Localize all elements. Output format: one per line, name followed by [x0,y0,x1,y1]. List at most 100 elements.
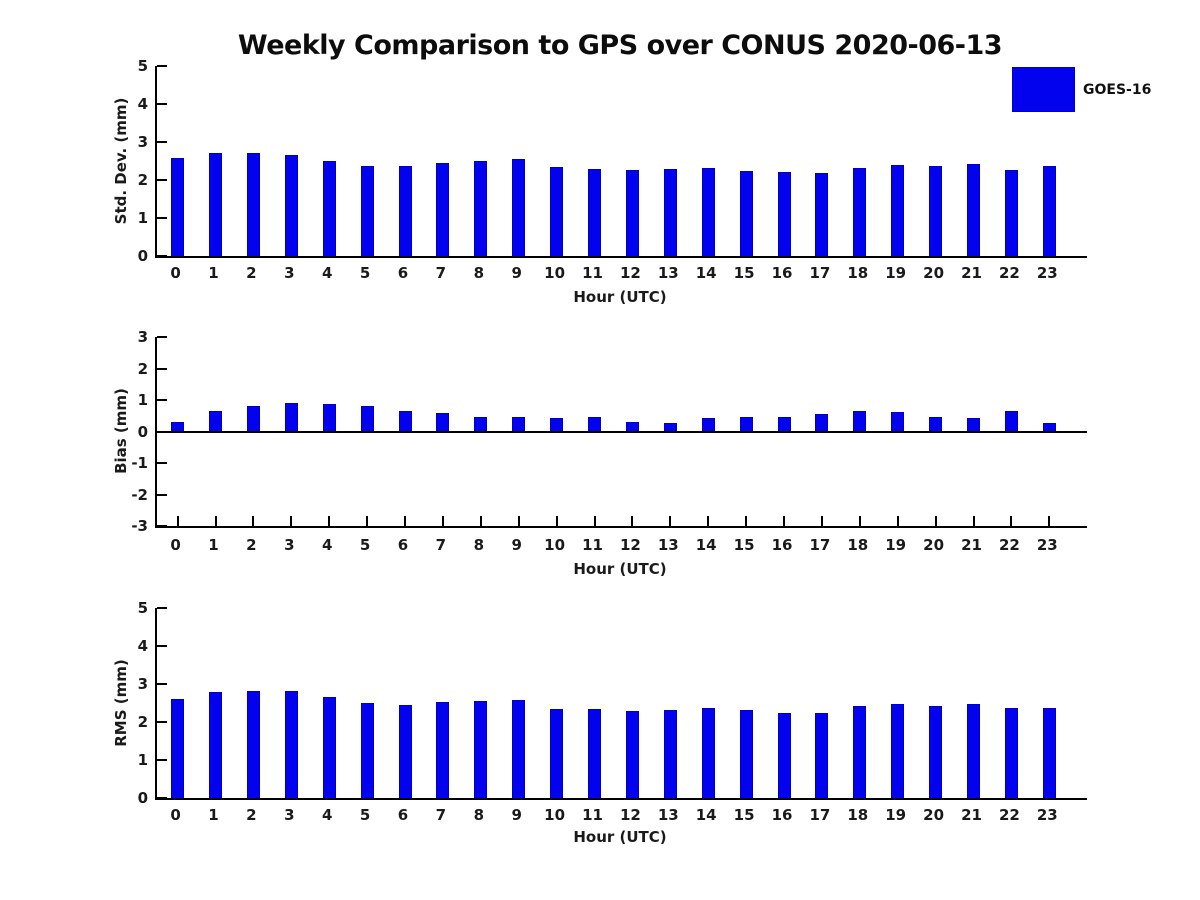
x-tick [1010,516,1013,526]
x-tick [669,516,672,526]
x-tick-label: 1 [208,264,219,282]
x-tick-label: 21 [961,806,982,824]
y-tick-label: 3 [137,328,148,346]
bar-hour-13 [663,710,677,798]
y-tick [157,179,167,181]
y-tick [157,141,167,143]
x-tick-label: 14 [695,264,717,282]
y-tick-label: 2 [137,359,148,378]
x-tick-label: 1 [208,806,219,824]
x-tick [479,516,482,526]
x-tick-label: 1 [208,536,219,554]
bar-hour-18 [853,706,867,798]
bar-hour-9 [512,159,526,256]
y-axis-title-std-dev: Std. Dev. (mm) [112,97,130,225]
x-tick-label: 6 [397,264,409,282]
x-tick-label: 4 [321,264,333,282]
y-tick [157,430,167,433]
x-tick-label: 17 [809,536,831,554]
x-tick-label: 2 [246,806,257,824]
y-tick-label: -3 [131,517,148,535]
x-tick [934,516,937,526]
x-tick-label: 19 [885,264,907,282]
bar-hour-0 [171,157,185,256]
bar-hour-14 [701,167,715,256]
x-tick-label: 0 [170,536,181,554]
x-tick-label: 11 [582,536,603,554]
y-tick [157,255,167,257]
x-tick-label: 9 [511,536,522,554]
x-tick-label: 15 [733,264,755,282]
x-tick-label: 8 [473,806,485,824]
bar-hour-9 [512,417,526,432]
y-tick-label: 0 [137,422,148,441]
bar-hour-22 [1004,410,1018,432]
bar-hour-23 [1042,422,1056,432]
y-tick-label: 0 [137,789,148,807]
bar-hour-7 [436,702,450,798]
x-tick-label: 8 [473,536,485,554]
x-tick-label: 8 [473,264,485,282]
x-tick-label: 2 [246,264,257,282]
x-tick-label: 3 [284,806,295,824]
bar-hour-21 [967,418,980,432]
bar-hour-18 [853,167,867,256]
bar-hour-8 [474,161,488,256]
x-tick-label: 21 [961,536,982,554]
y-tick [157,493,167,496]
y-tick [157,797,167,799]
x-tick-label: 23 [1036,806,1058,824]
y-axis-title-bias: Bias (mm) [112,388,130,474]
bar-hour-7 [436,162,450,256]
y-tick [157,336,167,338]
x-tick-label: 6 [397,806,409,824]
x-tick-label: 16 [771,536,793,554]
chart-title: Weekly Comparison to GPS over CONUS 2020… [237,30,1003,61]
x-tick-label: 18 [847,536,869,554]
x-tick-label: 21 [961,264,982,282]
bar-hour-5 [360,165,374,256]
x-tick-label: 17 [809,264,831,282]
y-tick-label: 5 [137,599,148,617]
x-tick-label: 20 [923,806,945,824]
x-tick-label: 17 [809,806,831,824]
bar-hour-10 [550,418,564,432]
bar-hour-3 [284,154,298,256]
x-tick-label: 20 [923,536,945,554]
y-tick-label: 3 [137,133,148,151]
x-tick [176,516,179,526]
x-tick-label: 2 [246,536,257,554]
x-axis-title-hour-utc: Hour (UTC) [573,288,667,306]
x-tick [441,516,444,526]
x-tick-label: 14 [695,536,717,554]
bar-hour-16 [777,416,791,432]
x-tick [820,516,823,526]
x-tick-label: 23 [1036,536,1058,554]
x-tick [707,516,710,526]
legend-label-goes16: GOES-16 [1083,82,1152,98]
plot-area-rms [155,607,1087,800]
y-tick [157,103,167,105]
bar-hour-2 [246,153,260,256]
bar-hour-15 [739,417,753,432]
x-tick-label: 12 [619,536,641,554]
x-tick-label: 18 [847,264,869,282]
x-tick-label: 13 [657,536,679,554]
x-tick [972,516,975,526]
y-tick [157,462,167,464]
bar-hour-6 [398,411,412,432]
bar-hour-19 [891,703,905,798]
y-tick-label: 5 [137,57,148,75]
x-tick [858,516,861,526]
bar-hour-12 [625,421,639,432]
y-tick [157,367,167,370]
x-tick-label: 11 [582,264,603,282]
bar-hour-14 [701,417,715,432]
bar-hour-9 [512,699,526,798]
x-tick [366,516,369,526]
bar-hour-6 [398,166,412,256]
bar-hour-0 [171,699,185,798]
bar-hour-7 [436,413,450,432]
bar-hour-3 [284,403,298,432]
